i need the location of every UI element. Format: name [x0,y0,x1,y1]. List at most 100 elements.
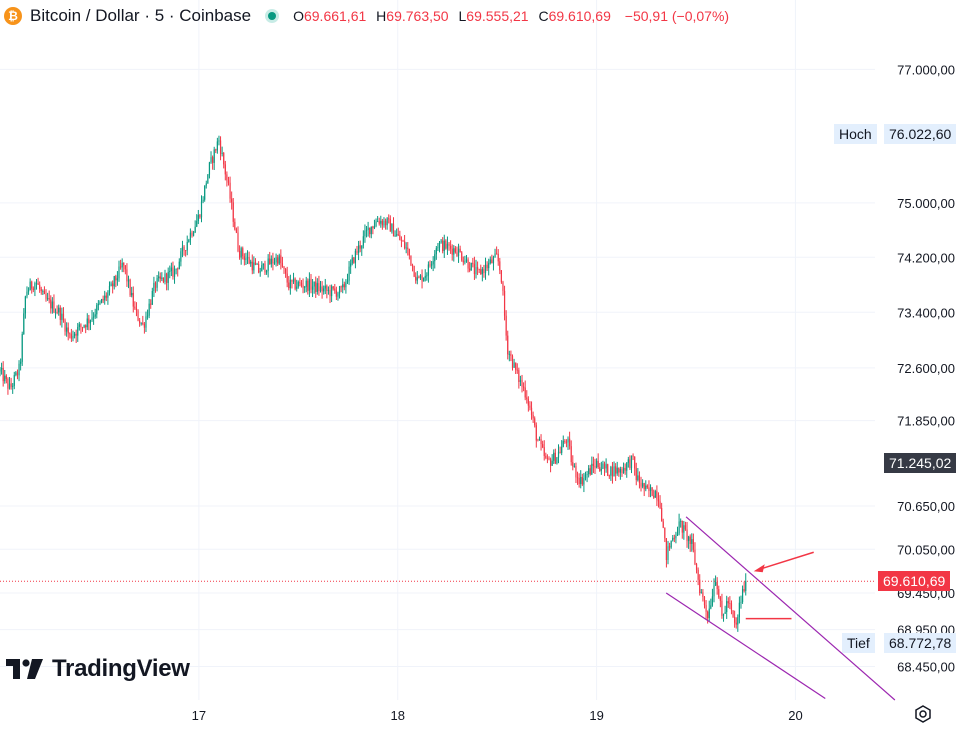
candle-body [172,267,174,277]
candle-body [126,269,128,282]
price-axis[interactable]: 77.000,00 75.000,00 74.200,00 73.400,00 72.6… [897,62,955,674]
candle-body [258,264,260,273]
candle-body [421,275,423,282]
settings-gear-icon[interactable] [913,704,933,724]
candle-body [334,288,336,291]
candle-body [515,362,517,370]
candle-body [196,220,198,227]
candle-body [740,601,742,603]
candle-body [335,290,337,297]
candle-body [605,464,607,469]
candle-body [148,303,150,316]
candle-body [646,485,648,488]
candle-body [729,603,731,605]
candle-body [629,459,631,469]
candle-body [532,415,534,419]
candle-body [472,262,474,265]
candle-body [0,369,1,372]
candle-body [64,320,66,332]
candle-body [73,333,76,336]
candle-body [610,466,612,476]
candle-body [453,248,455,255]
tradingview-logo[interactable]: TradingView [6,655,190,683]
candle-body [559,451,561,453]
candle-body [413,265,415,277]
candle-body [47,298,49,299]
candle-body [134,306,136,309]
candle-body [243,256,245,260]
candle-body [681,520,683,533]
candle-body [500,270,502,283]
market-open-dot-icon[interactable] [265,9,280,23]
candle-body [238,250,241,258]
candle-body [210,157,212,163]
candle-body [81,326,84,328]
candle-body [251,261,253,271]
candle-body [445,240,447,249]
candle-body [192,232,195,236]
candle-body [473,264,476,275]
candle-body [738,602,740,618]
candle-body [178,261,180,270]
candle-body [716,582,718,590]
candle-body [69,333,71,335]
candle-body [213,149,215,163]
candle-body [511,355,514,368]
candle-body [35,283,38,284]
candle-body [227,180,230,183]
candle-body [735,622,737,625]
candle-body [384,220,387,226]
high-value-label: 76.022,60 [884,124,957,145]
candle-body [202,199,204,202]
candle-body [591,463,593,475]
candle-body [630,455,633,469]
candle-body [319,286,322,292]
candle-body [661,507,663,522]
candle-body [337,293,339,297]
candle-body [535,425,537,441]
candle-body [564,440,566,442]
candle-body [204,185,206,200]
symbol-title[interactable]: Bitcoin / Dollar · 5 · Coinbase [30,6,252,25]
candle-body [427,264,430,276]
candle-body [637,475,639,481]
candle-body [118,266,120,279]
candle-body [185,250,187,252]
candle-body [288,282,290,289]
candle-body [389,219,391,232]
candle-body [191,232,193,236]
low-label: Tief [842,632,875,653]
candle-body [338,286,341,294]
candle-body [221,153,223,154]
candle-body [499,261,501,271]
candle-body [561,446,563,453]
high-label: H [376,8,387,24]
candle-body [404,241,406,249]
candle-body [183,246,185,251]
candle-body [446,243,449,249]
time-axis[interactable]: 17 18 19 20 [192,708,803,723]
candle-body [216,141,218,151]
candle-body [513,362,515,368]
candle-body [367,227,369,230]
candle-body [448,243,450,246]
candle-body [635,468,637,481]
candle-body [199,215,201,218]
candle-body [175,268,177,270]
candle-body [548,458,550,460]
candle-body [475,267,477,275]
candle-body [611,466,614,477]
candle-body [619,468,621,473]
candle-body [237,232,239,251]
candle-body [21,334,23,362]
candle-body [594,465,596,468]
candle-body [262,263,264,266]
candle-body [300,283,303,286]
candle-body [575,466,577,478]
candle-body [292,278,295,282]
candle-body [691,539,693,544]
candle-body [516,369,518,371]
candle-body [158,276,160,279]
tradingview-mark-icon [6,659,43,679]
